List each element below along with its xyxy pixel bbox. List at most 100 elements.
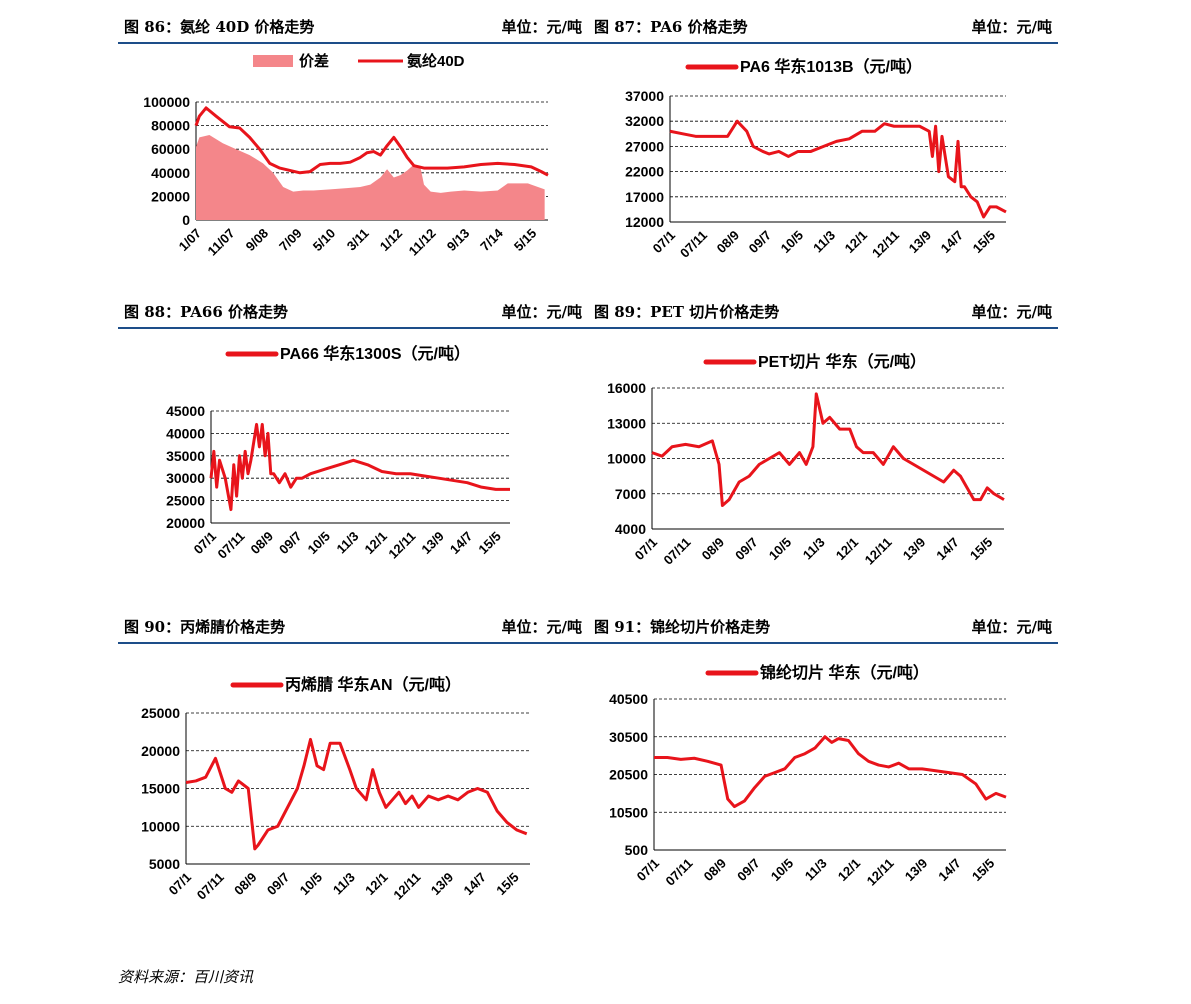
x-tick-label: 12/1 (833, 535, 862, 564)
y-tick-label: 16000 (607, 380, 646, 396)
y-tick-label: 30000 (166, 470, 205, 486)
x-tick-label: 12/11 (385, 529, 418, 562)
x-tick-label: 15/5 (967, 535, 996, 564)
x-tick-label: 12/1 (362, 870, 391, 899)
y-tick-label: 17000 (625, 189, 664, 205)
figure-title: 图 87：PA6 价格走势 (594, 18, 748, 36)
legend-label: 锦纶切片 华东（元/吨） (760, 663, 929, 682)
x-tick-label: 14/7 (460, 870, 489, 899)
legend-label: PA66 华东1300S（元/吨） (280, 344, 470, 363)
panel-header: 图 89：PET 切片价格走势 单位：元/吨 (588, 297, 1058, 323)
x-tick-label: 15/5 (970, 228, 999, 257)
figure-title: 图 91：锦纶切片价格走势 (594, 618, 771, 636)
y-tick-label: 20500 (609, 767, 648, 783)
x-tick-label: 13/9 (902, 856, 931, 885)
header-rule (118, 42, 588, 44)
x-tick-label: 08/9 (248, 529, 277, 558)
y-tick-label: 40500 (609, 691, 648, 707)
series-line (669, 119, 1007, 219)
x-tick-label: 07/11 (663, 856, 696, 889)
x-tick-label: 07/11 (677, 228, 710, 261)
figure-title: 图 86：氨纶 40D 价格走势 (124, 18, 315, 36)
x-tick-label: 07/1 (650, 228, 679, 257)
x-tick-label: 12/1 (835, 856, 864, 885)
legend-swatch-jiacha (253, 55, 293, 67)
y-tick-label: 32000 (625, 113, 664, 129)
header-rule (588, 42, 1058, 44)
legend-label: 氨纶40D (407, 52, 465, 70)
x-tick-label: 09/7 (732, 535, 761, 564)
panel-header: 图 86：氨纶 40D 价格走势 单位：元/吨 (118, 12, 588, 38)
x-tick-label: 3/11 (344, 226, 372, 254)
y-tick-label: 45000 (166, 403, 205, 419)
chart-panel-90: 图 90：丙烯腈价格走势 单位：元/吨 25000 20000 15000 10000… (118, 612, 588, 912)
y-tick-label: 40000 (151, 165, 190, 181)
x-tick-label: 08/9 (714, 228, 743, 257)
x-tick-label: 7/14 (477, 225, 506, 254)
legend-label: 丙烯腈 华东AN（元/吨） (285, 675, 461, 694)
unit-label: 单位：元/吨 (501, 18, 582, 36)
unit-label: 单位：元/吨 (501, 618, 582, 636)
y-tick-label: 20000 (151, 188, 190, 204)
legend-label: 价差 (299, 52, 329, 70)
y-tick-label: 13000 (607, 415, 646, 431)
chart-panel-87: 图 87：PA6 价格走势 单位：元/吨 37000 32000 27000 2200… (588, 12, 1058, 312)
x-tick-label: 15/5 (475, 529, 504, 558)
y-tick-label: 20000 (141, 743, 180, 759)
y-tick-label: 25000 (166, 493, 205, 509)
unit-label: 单位：元/吨 (971, 18, 1052, 36)
y-tick-label: 35000 (166, 448, 205, 464)
x-tick-label: 11/3 (800, 535, 828, 563)
x-tick-label: 14/7 (935, 856, 964, 885)
x-tick-label: 07/1 (632, 535, 661, 564)
y-tick-label: 60000 (151, 141, 190, 157)
x-tick-label: 08/9 (699, 535, 728, 564)
x-tick-label: 13/9 (428, 870, 457, 899)
x-tick-label: 09/7 (264, 870, 293, 899)
series-area-jiacha (196, 135, 545, 220)
x-tick-label: 12/11 (864, 856, 897, 889)
x-tick-label: 5/10 (310, 226, 339, 255)
y-tick-label: 10000 (141, 818, 180, 834)
x-tick-label: 9/08 (243, 226, 272, 255)
figure-title: 图 89：PET 切片价格走势 (594, 303, 780, 321)
x-tick-label: 15/5 (969, 856, 998, 885)
x-tick-label: 11/07 (205, 226, 238, 259)
unit-label: 单位：元/吨 (971, 303, 1052, 321)
x-tick-label: 13/9 (906, 228, 935, 257)
header-rule (588, 327, 1058, 329)
x-tick-label: 07/11 (661, 535, 694, 568)
y-tick-label: 0 (182, 212, 190, 228)
y-tick-label: 7000 (615, 486, 646, 502)
y-tick-label: 80000 (151, 118, 190, 134)
x-tick-label: 15/5 (493, 870, 522, 899)
y-tick-label: 22000 (625, 164, 664, 180)
series-line (654, 735, 1007, 809)
y-tick-label: 40000 (166, 425, 205, 441)
x-tick-label: 12/1 (842, 228, 871, 257)
chart-86: 100000 80000 60000 40000 20000 01/07 11/07 9/08… (143, 52, 549, 259)
x-tick-label: 10/5 (768, 856, 797, 885)
series-line (194, 106, 549, 177)
panel-header: 图 91：锦纶切片价格走势 单位：元/吨 (588, 612, 1058, 638)
legend-label: PA6 华东1013B（元/吨） (740, 57, 922, 76)
source-note: 资料来源：百川资讯 (118, 968, 254, 986)
x-tick-label: 1/07 (176, 226, 205, 255)
x-tick-label: 10/5 (766, 535, 795, 564)
x-tick-label: 11/3 (334, 529, 362, 557)
unit-label: 单位：元/吨 (501, 303, 582, 321)
series-line (651, 392, 1005, 507)
x-tick-label: 11/12 (406, 226, 439, 259)
header-rule (118, 642, 588, 644)
x-tick-label: 10/5 (778, 228, 807, 257)
chart-panel-89: 图 89：PET 切片价格走势 单位：元/吨 16000 13000 10000 70… (588, 297, 1058, 597)
y-tick-label: 500 (625, 842, 649, 858)
y-tick-label: 15000 (141, 781, 180, 797)
x-tick-label: 14/7 (938, 228, 967, 257)
x-tick-label: 11/3 (802, 856, 830, 884)
